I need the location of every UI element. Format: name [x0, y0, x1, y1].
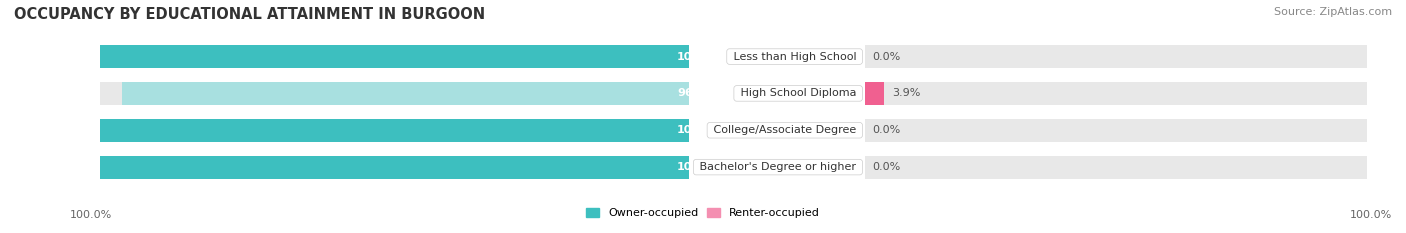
Text: 100.0%: 100.0%	[70, 210, 112, 220]
Text: 100.0%: 100.0%	[1350, 210, 1392, 220]
Bar	[100, 82, 689, 105]
Text: College/Associate Degree: College/Associate Degree	[710, 125, 859, 135]
Text: 0.0%: 0.0%	[872, 162, 900, 172]
Text: Bachelor's Degree or higher: Bachelor's Degree or higher	[696, 162, 859, 172]
Text: 3.9%: 3.9%	[891, 88, 920, 98]
Bar	[100, 45, 689, 68]
Bar	[100, 156, 689, 178]
Bar	[865, 82, 1367, 105]
Bar	[865, 156, 1367, 178]
Bar	[865, 45, 1367, 68]
Text: Source: ZipAtlas.com: Source: ZipAtlas.com	[1274, 7, 1392, 17]
Text: 96.2%: 96.2%	[678, 88, 716, 98]
Bar	[100, 119, 689, 142]
Text: OCCUPANCY BY EDUCATIONAL ATTAINMENT IN BURGOON: OCCUPANCY BY EDUCATIONAL ATTAINMENT IN B…	[14, 7, 485, 22]
Text: 0.0%: 0.0%	[872, 125, 900, 135]
Text: 0.0%: 0.0%	[872, 51, 900, 62]
Bar	[865, 119, 1367, 142]
Text: Less than High School: Less than High School	[730, 51, 859, 62]
Bar	[865, 82, 884, 105]
Bar	[100, 45, 689, 68]
Text: 100.0%: 100.0%	[678, 162, 723, 172]
Text: 100.0%: 100.0%	[678, 51, 723, 62]
Bar	[122, 82, 689, 105]
Bar	[100, 119, 689, 142]
Bar	[100, 156, 689, 178]
Text: 100.0%: 100.0%	[678, 125, 723, 135]
Text: High School Diploma: High School Diploma	[737, 88, 859, 98]
Legend: Owner-occupied, Renter-occupied: Owner-occupied, Renter-occupied	[581, 203, 825, 223]
